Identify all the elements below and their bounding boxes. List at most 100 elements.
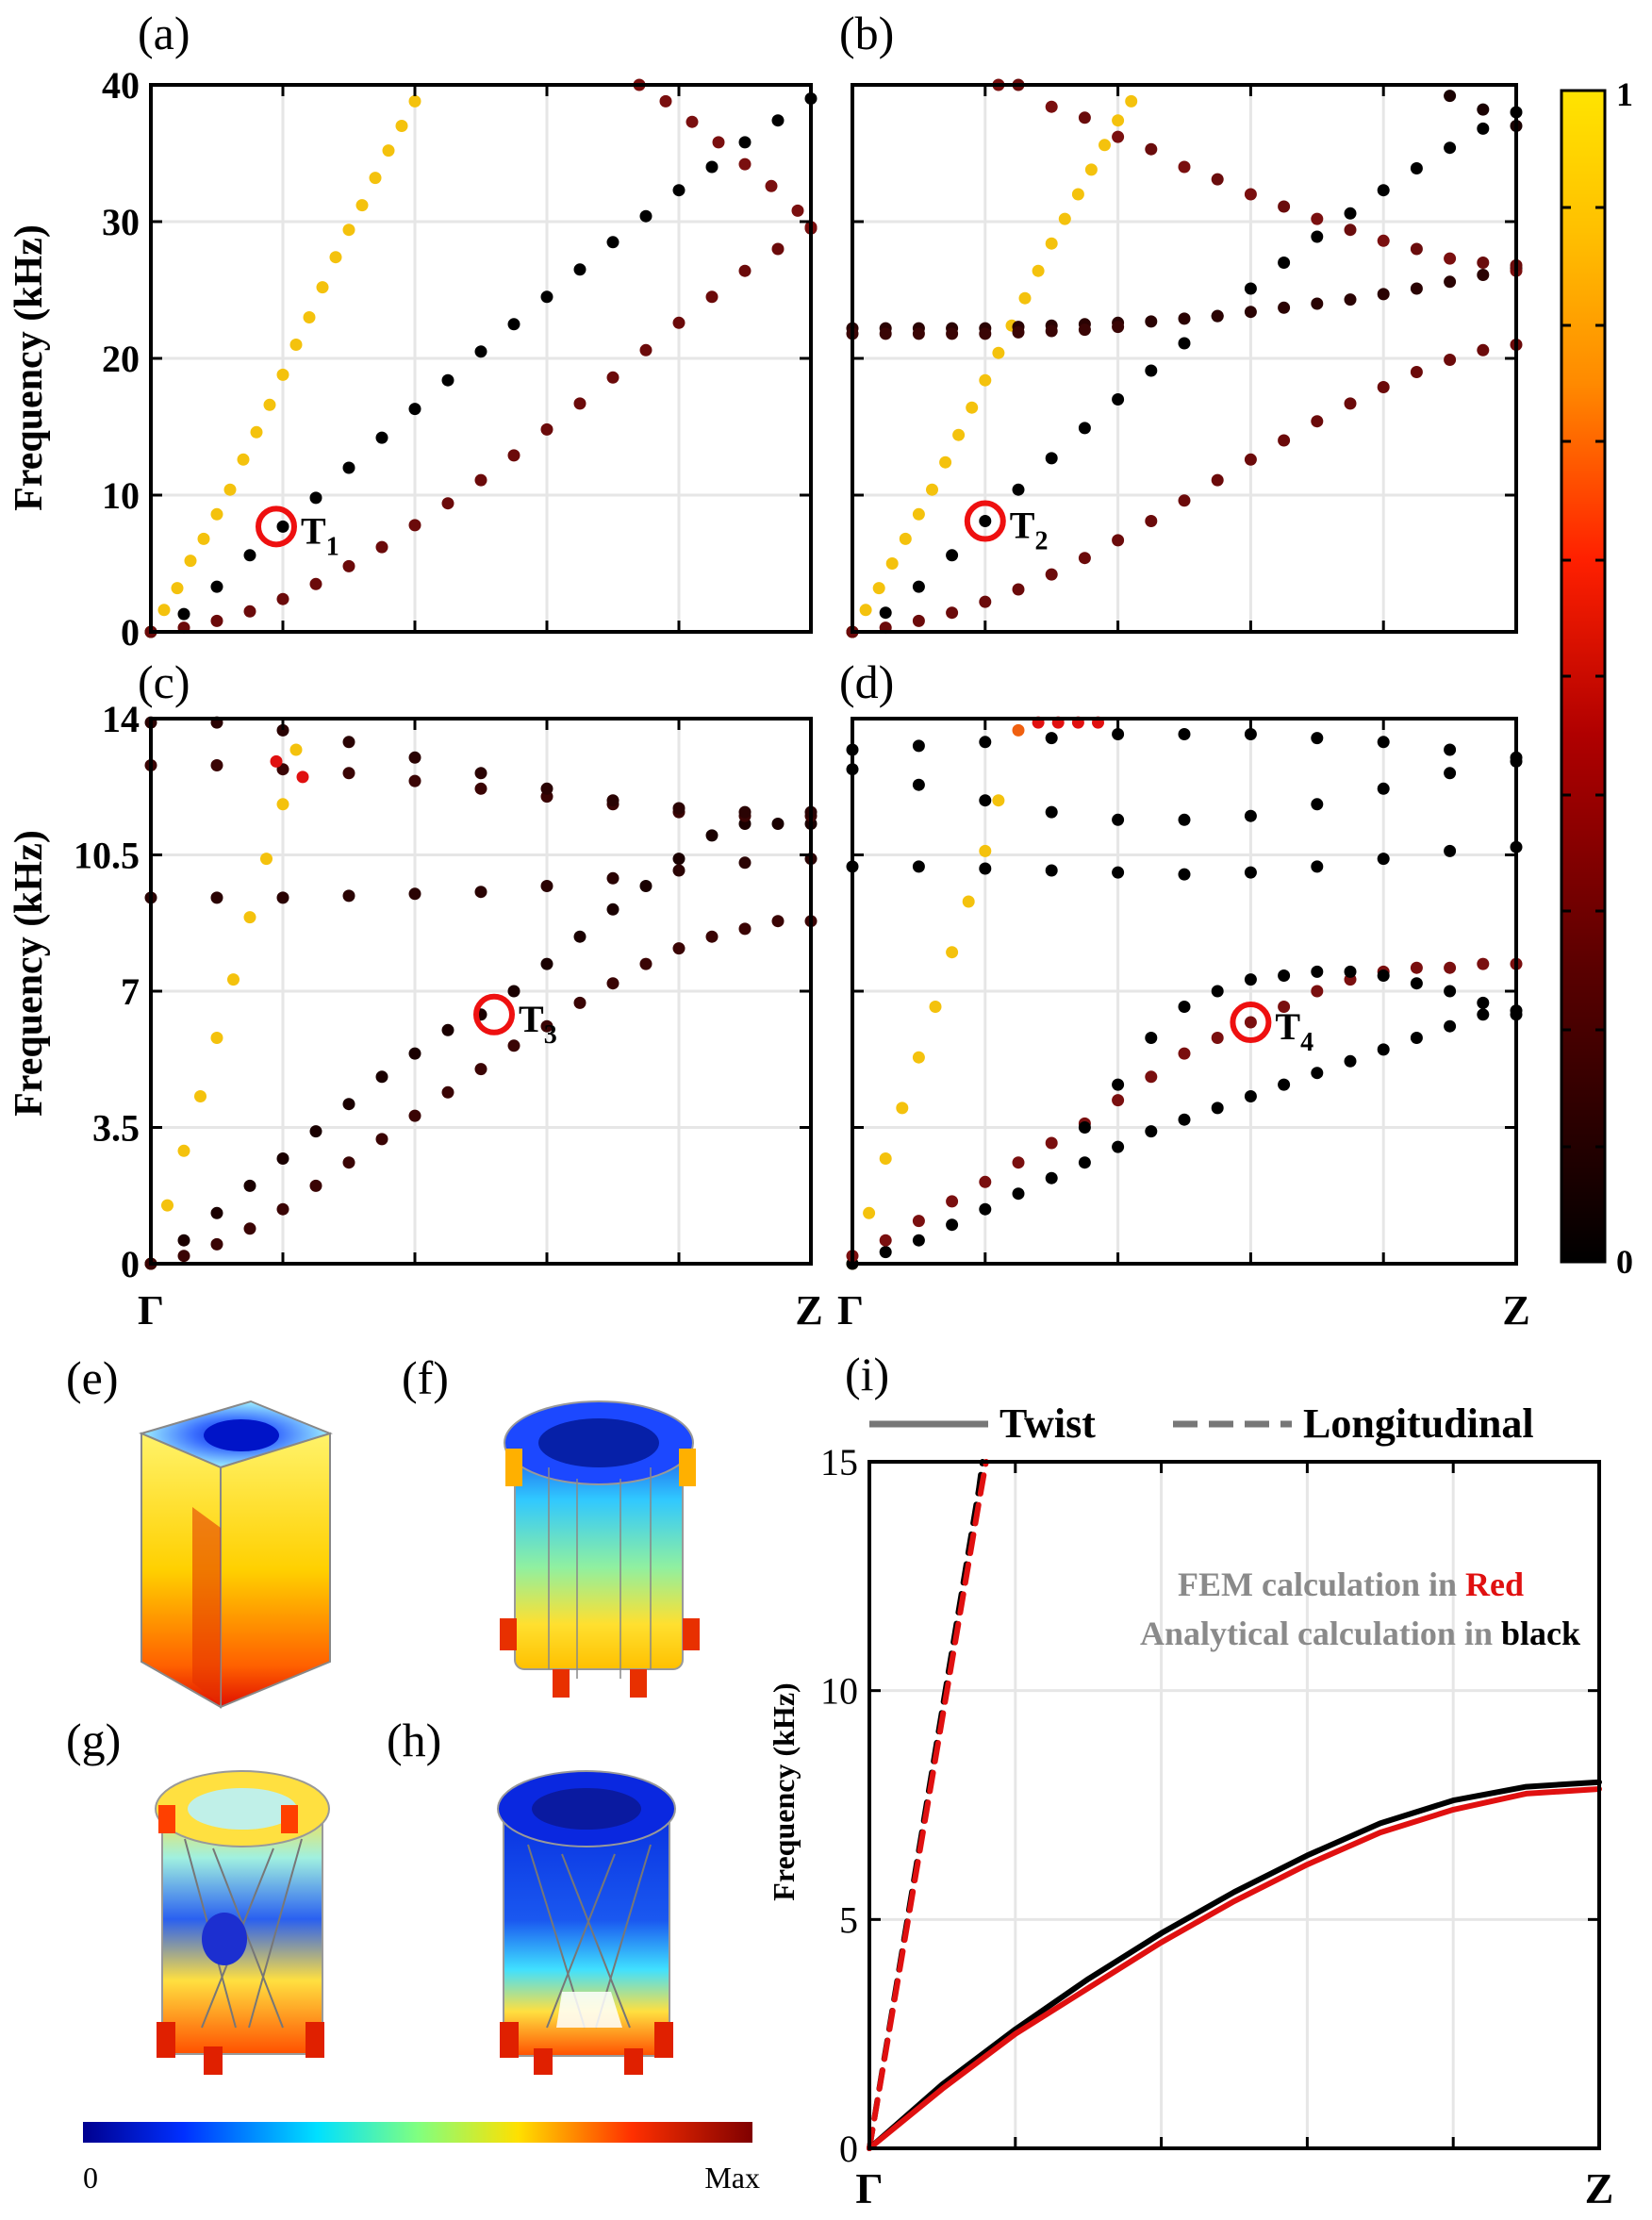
data-point	[474, 1063, 487, 1076]
data-point	[1211, 1032, 1224, 1044]
data-point	[197, 532, 210, 545]
annotation-line-1-highlight: Red	[1465, 1566, 1524, 1603]
data-point	[540, 880, 553, 892]
k-gamma-i: Γ	[855, 2164, 883, 2212]
annotation-line-2-prefix: Analytical calculation in	[1140, 1615, 1501, 1652]
data-point	[639, 343, 653, 356]
data-point	[686, 115, 699, 128]
data-point	[270, 754, 283, 768]
data-point	[1012, 1187, 1025, 1201]
panel-label-e: (e)	[66, 1351, 119, 1404]
data-point	[1071, 188, 1084, 201]
data-point	[659, 94, 672, 108]
data-point	[342, 736, 355, 749]
data-point	[738, 805, 752, 819]
y-tick-label: 5	[839, 1898, 858, 1941]
data-point	[1145, 142, 1158, 156]
data-point	[705, 290, 719, 304]
data-point	[672, 802, 686, 815]
y-tick-label: 14	[102, 698, 140, 740]
data-point	[342, 889, 355, 903]
panel-label-g: (g)	[66, 1714, 121, 1766]
data-point	[1444, 252, 1457, 265]
panel-label-i: (i)	[845, 1348, 889, 1400]
data-point	[263, 398, 276, 411]
mode-marker-subscript: 1	[326, 532, 339, 561]
data-point	[342, 461, 355, 474]
data-point	[1244, 1090, 1257, 1102]
data-point	[738, 922, 752, 936]
data-point	[573, 263, 586, 276]
data-point	[1012, 325, 1025, 339]
k-gamma-mid: Γ	[837, 1287, 864, 1334]
data-point	[243, 605, 256, 618]
data-point	[474, 782, 487, 795]
data-point	[1477, 996, 1490, 1009]
data-point	[1410, 961, 1423, 974]
data-point	[1477, 1008, 1490, 1021]
data-point	[885, 557, 899, 570]
data-point	[342, 224, 355, 237]
data-point	[1410, 366, 1423, 378]
data-point	[1278, 434, 1291, 447]
panel-label-b: (b)	[839, 7, 894, 59]
data-point	[1377, 736, 1390, 749]
data-point	[375, 540, 388, 554]
mode-colorbar-max: Max	[704, 2161, 760, 2195]
data-point	[771, 114, 785, 127]
data-point	[939, 456, 952, 469]
data-point	[606, 903, 620, 916]
y-tick-label: 0	[121, 611, 140, 654]
data-point	[946, 946, 959, 959]
data-point	[639, 209, 653, 223]
data-point	[474, 886, 487, 899]
data-point	[210, 614, 223, 627]
data-point	[992, 346, 1005, 359]
data-point	[979, 327, 992, 340]
data-point	[1178, 1047, 1191, 1060]
data-point	[979, 595, 992, 608]
data-point	[1178, 728, 1191, 740]
data-point	[912, 739, 925, 753]
data-point	[540, 782, 553, 795]
data-point	[712, 136, 725, 149]
k-z-i: Z	[1585, 2164, 1614, 2212]
data-point	[1410, 162, 1423, 174]
data-point	[540, 290, 553, 304]
data-point	[1244, 809, 1257, 822]
annotation-line-1-prefix: FEM calculation in	[1178, 1566, 1465, 1603]
data-point	[1078, 1121, 1091, 1134]
data-point	[210, 1237, 223, 1251]
data-point	[1045, 237, 1058, 250]
data-point	[1477, 343, 1490, 356]
mode-marker-ring	[256, 505, 297, 548]
data-point	[408, 1109, 421, 1122]
mode-colorbar: 0 Max	[83, 2122, 760, 2195]
data-point	[289, 339, 303, 351]
y-tick-label: 0	[839, 2128, 858, 2170]
data-point	[1178, 1001, 1191, 1013]
legend-i: Twist Longitudinal	[869, 1400, 1534, 1447]
data-point	[1178, 813, 1191, 826]
data-point	[1444, 1019, 1457, 1033]
chart-b: T2	[846, 78, 1523, 638]
colorbar: 1 0	[1560, 75, 1633, 1281]
data-point	[1410, 282, 1423, 295]
data-point	[329, 251, 342, 264]
data-point	[276, 891, 289, 904]
mode-colorbar-min: 0	[83, 2161, 98, 2195]
data-point	[879, 606, 892, 620]
data-point	[276, 520, 289, 533]
series-line	[867, 1779, 1602, 2151]
data-point	[791, 204, 804, 217]
data-point	[606, 236, 620, 249]
data-point	[738, 264, 752, 277]
data-point	[1211, 309, 1224, 323]
legend-label-longitudinal: Longitudinal	[1303, 1400, 1534, 1447]
data-point	[1112, 393, 1125, 406]
data-point	[639, 880, 653, 892]
data-point	[946, 549, 959, 562]
colorbar-max-label: 1	[1616, 75, 1633, 113]
data-point	[738, 136, 752, 149]
